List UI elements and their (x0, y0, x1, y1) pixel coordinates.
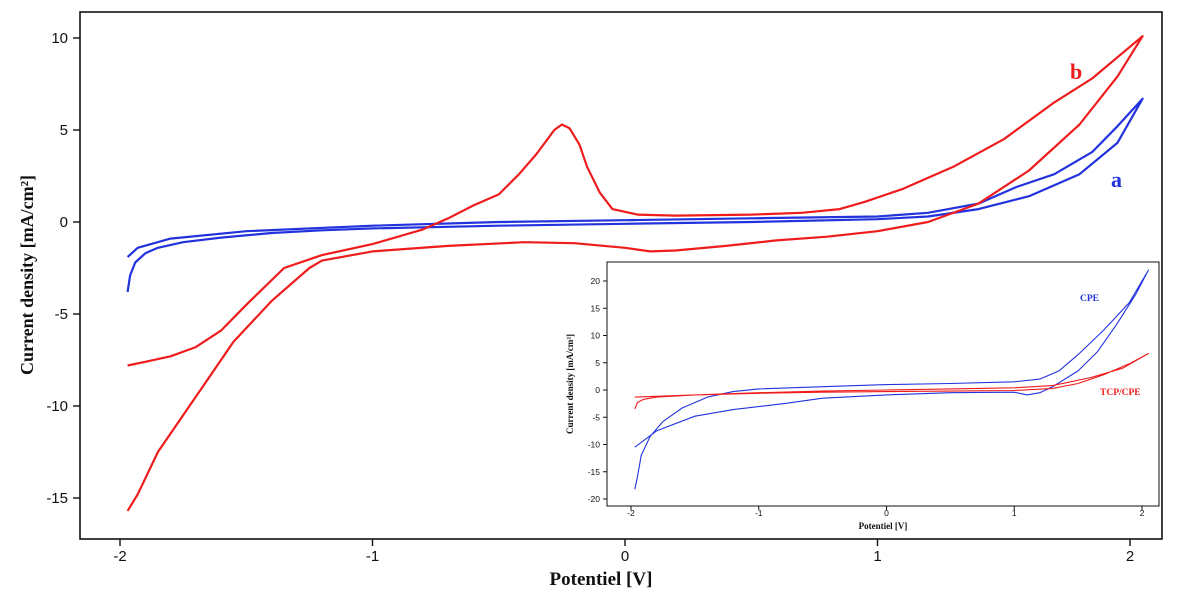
inset-y-axis-title: Current density [mA/cm²] (565, 334, 575, 434)
inset-series-tcp-cpe-line (634, 352, 1149, 410)
inset-y-tick-label: -10 (588, 440, 601, 450)
inset-tcp-cpe-label: TCP/CPE (1100, 388, 1141, 398)
main-x-tick-label: 2 (1126, 548, 1134, 565)
inset-x-tick-label: 1 (1012, 508, 1017, 518)
main-series-group (126, 35, 1144, 512)
main-x-tick-label: 1 (873, 548, 881, 565)
inset-series-cpe-line (634, 269, 1149, 490)
inset-x-tick-label: -2 (627, 508, 635, 518)
inset-y-tick-label: 10 (591, 331, 601, 341)
inset-y-tick-label: 15 (591, 303, 601, 313)
main-series-a-line (126, 97, 1144, 293)
inset-panel-background (563, 257, 1160, 534)
main-y-tick-label: 5 (60, 122, 68, 139)
inset-y-tick-label: 0 (595, 385, 600, 395)
inset-plot-frame (606, 261, 1160, 507)
main-plot-frame (79, 11, 1163, 540)
inset-y-tick-label: 5 (595, 358, 600, 368)
main-x-tick-label: 0 (621, 548, 629, 565)
series-a-label: a (1111, 167, 1122, 192)
series-b-label: b (1070, 59, 1082, 84)
inset-x-tick-label: -1 (755, 508, 763, 518)
inset-x-tick-label: 2 (1140, 508, 1145, 518)
inset-series-group (634, 269, 1149, 490)
inset-x-tick-label: 0 (884, 508, 889, 518)
main-x-axis-title: Potentiel [V] (550, 569, 653, 589)
main-y-axis-title: Current density [mA/cm²] (17, 175, 37, 375)
inset-y-tick-label: 20 (591, 276, 601, 286)
inset-y-tick-label: -15 (588, 467, 601, 477)
inset-cpe-label: CPE (1080, 294, 1099, 304)
inset-y-tick-label: -20 (588, 494, 601, 504)
inset-y-tick-label: -5 (592, 412, 600, 422)
main-y-tick-label: -15 (46, 490, 68, 507)
main-y-tick-label: 0 (60, 214, 68, 231)
main-y-tick-label: 10 (51, 30, 68, 47)
main-series-b-line (126, 35, 1144, 512)
inset-x-axis-title: Potentiel [V] (859, 521, 908, 531)
main-x-tick-label: -2 (113, 548, 126, 565)
main-y-tick-label: -10 (46, 398, 68, 415)
main-x-tick-label: -1 (366, 548, 379, 565)
main-y-tick-label: -5 (55, 306, 68, 323)
